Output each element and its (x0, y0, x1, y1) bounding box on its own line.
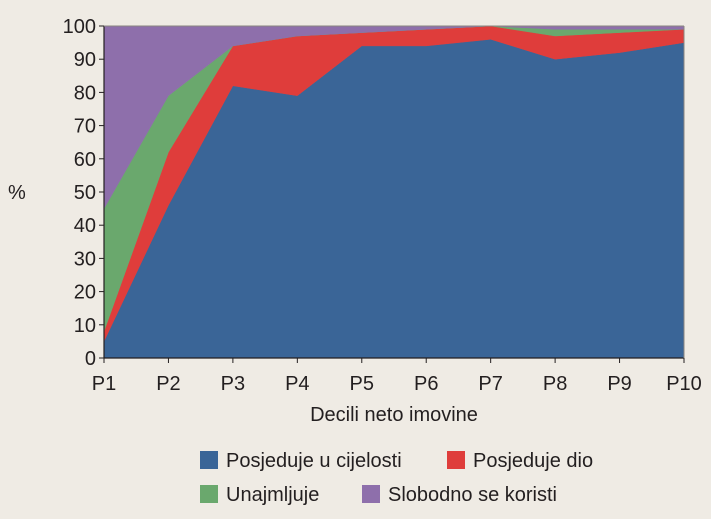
x-tick-label: P8 (543, 373, 567, 395)
x-tick-label: P10 (666, 373, 702, 395)
legend-swatch-unajmljuje (200, 485, 218, 503)
x-tick-label: P7 (478, 373, 502, 395)
y-tick-label: 0 (85, 348, 96, 370)
legend: Posjeduje u cijelosti Posjeduje dio Unajml… (200, 450, 593, 506)
legend-swatch-posjeduje-u-cijelosti (200, 451, 218, 469)
axes (103, 25, 685, 359)
y-tick-label: 70 (74, 116, 96, 138)
legend-label-posjeduje-u-cijelosti: Posjeduje u cijelosti (226, 450, 402, 472)
y-tick-labels: 0 10 20 30 40 50 60 70 80 90 100 (63, 16, 104, 370)
y-tick-label: 30 (74, 248, 96, 270)
y-tick-label: 20 (74, 282, 96, 304)
x-tick-label: P1 (92, 373, 116, 395)
x-tick-label: P3 (221, 373, 245, 395)
legend-label-unajmljuje: Unajmljuje (226, 484, 319, 506)
y-tick-label: 40 (74, 215, 96, 237)
x-tick-label: P4 (285, 373, 309, 395)
x-tick-labels: P1 P2 P3 P4 P5 P6 P7 P8 P9 P10 (92, 358, 702, 395)
y-tick-label: 80 (74, 82, 96, 104)
x-tick-label: P6 (414, 373, 438, 395)
y-tick-label: 60 (74, 149, 96, 171)
y-axis-label: % (8, 182, 26, 204)
legend-label-slobodno-se-koristi: Slobodno se koristi (388, 484, 557, 506)
x-tick-label: P9 (607, 373, 631, 395)
y-tick-label: 100 (63, 16, 96, 38)
y-tick-label: 50 (74, 182, 96, 204)
x-axis-label: Decili neto imovine (310, 404, 478, 426)
legend-swatch-posjeduje-dio (447, 451, 465, 469)
y-tick-label: 90 (74, 49, 96, 71)
x-tick-label: P5 (350, 373, 374, 395)
x-tick-label: P2 (156, 373, 180, 395)
legend-label-posjeduje-dio: Posjeduje dio (473, 450, 593, 472)
y-tick-label: 10 (74, 315, 96, 337)
area-layers (103, 25, 685, 359)
legend-swatch-slobodno-se-koristi (362, 485, 380, 503)
